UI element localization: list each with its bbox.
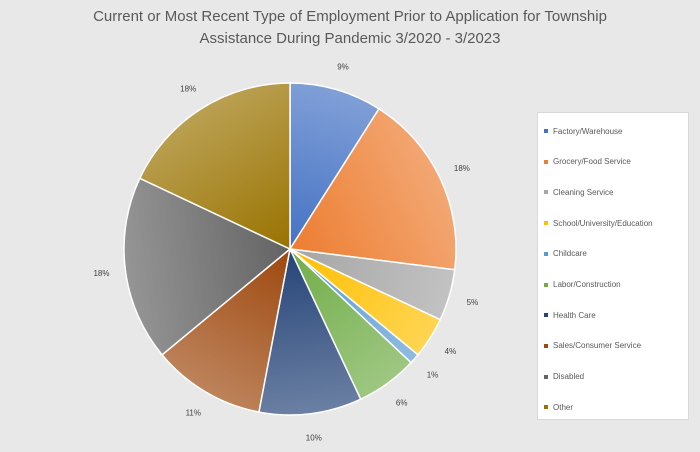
legend-swatch — [544, 129, 548, 133]
pie-slice-grocery-food-service — [288, 107, 457, 271]
legend-item: Labor/Construction — [544, 278, 621, 292]
chart-title: Current or Most Recent Type of Employmen… — [0, 6, 700, 50]
legend-swatch — [544, 251, 548, 256]
legend-label: Sales/Consumer Service — [553, 341, 642, 351]
legend-swatch — [544, 374, 548, 379]
legend-label: Grocery/Food Service — [553, 157, 631, 167]
legend-item: School/University/Education — [544, 216, 653, 230]
data-label: 4% — [445, 347, 457, 356]
legend-swatch — [544, 405, 548, 410]
legend-label: Disabled — [553, 372, 585, 382]
legend-swatch — [544, 282, 548, 287]
data-label: 18% — [454, 164, 470, 173]
data-label: 1% — [427, 371, 439, 380]
data-label: 5% — [467, 298, 479, 307]
legend-item: Disabled — [544, 370, 584, 384]
legend-item: Childcare — [544, 247, 587, 261]
pie-slice-disabled — [123, 177, 292, 356]
legend-item: Health Care — [544, 308, 596, 322]
legend-item: Other — [544, 400, 573, 414]
legend-item: Cleaning Service — [544, 185, 613, 199]
legend-label: Cleaning Service — [553, 187, 614, 197]
pie-slice-factory-warehouse — [289, 82, 380, 252]
legend-swatch — [544, 343, 548, 348]
data-label: 18% — [180, 85, 196, 94]
data-label: 6% — [396, 399, 408, 408]
legend-label: Childcare — [553, 249, 587, 259]
legend-label: Health Care — [553, 310, 596, 320]
legend-label: School/University/Education — [553, 218, 653, 228]
legend-label: Labor/Construction — [553, 280, 621, 289]
pie-slice-sales-consumer-service — [161, 247, 292, 413]
pie-slice-other — [138, 82, 291, 251]
legend-label: Factory/Warehouse — [553, 126, 623, 136]
chart-title-line-1: Current or Most Recent Type of Employmen… — [93, 8, 607, 25]
data-label: 11% — [186, 409, 201, 418]
data-label: 9% — [337, 63, 349, 72]
legend-item: Sales/Consumer Service — [544, 339, 641, 353]
legend-swatch — [544, 190, 548, 195]
legend-swatch — [544, 159, 548, 164]
pie-slice-health-care — [258, 246, 362, 416]
legend-item: Grocery/Food Service — [544, 155, 631, 169]
legend-item: Factory/Warehouse — [544, 124, 623, 138]
chart-title-line-2: Assistance During Pandemic 3/2020 - 3/20… — [199, 30, 501, 47]
data-label: 10% — [306, 434, 322, 443]
data-label: 18% — [93, 269, 109, 278]
legend-swatch — [544, 221, 548, 226]
legend-label: Other — [553, 402, 574, 412]
legend-swatch — [544, 313, 548, 318]
legend: Factory/Warehouse Grocery/Food Service Cle… — [537, 112, 689, 420]
